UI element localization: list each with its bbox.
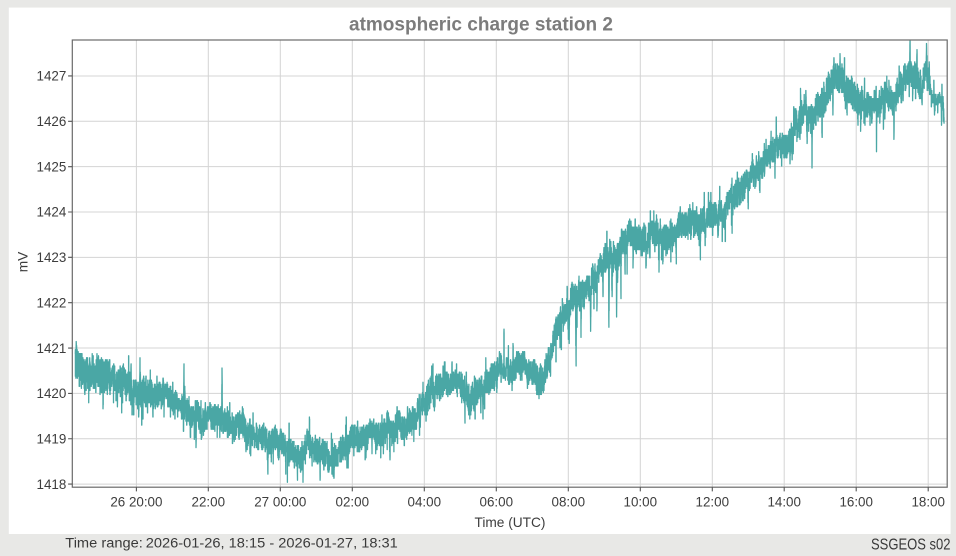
svg-text:18:00: 18:00	[911, 495, 945, 510]
svg-text:1427: 1427	[37, 69, 67, 84]
svg-text:22:00: 22:00	[192, 495, 226, 510]
svg-text:02:00: 02:00	[336, 495, 370, 510]
svg-text:27 00:00: 27 00:00	[254, 495, 306, 510]
svg-text:SSGEOS s02: SSGEOS s02	[871, 536, 951, 553]
svg-text:06:00: 06:00	[480, 495, 514, 510]
svg-text:1421: 1421	[37, 341, 67, 356]
svg-text:16:00: 16:00	[839, 495, 873, 510]
svg-text:1425: 1425	[37, 159, 67, 174]
svg-text:1420: 1420	[37, 386, 67, 401]
svg-text:atmospheric charge station 2: atmospheric charge station 2	[349, 15, 613, 36]
svg-text:1418: 1418	[37, 477, 67, 492]
svg-text:08:00: 08:00	[552, 495, 586, 510]
svg-text:14:00: 14:00	[767, 495, 801, 510]
svg-text:12:00: 12:00	[696, 495, 730, 510]
svg-text:1419: 1419	[37, 431, 67, 446]
svg-text:Time range: 2026-01-26, 18:15: Time range: 2026-01-26, 18:15 - 2026-01-…	[65, 535, 398, 551]
svg-text:10:00: 10:00	[624, 495, 658, 510]
svg-text:Time (UTC): Time (UTC)	[475, 515, 546, 530]
svg-text:26 20:00: 26 20:00	[110, 495, 162, 510]
svg-text:mV: mV	[16, 251, 31, 272]
svg-text:1426: 1426	[37, 114, 67, 129]
svg-text:1423: 1423	[37, 250, 67, 265]
svg-text:04:00: 04:00	[408, 495, 442, 510]
svg-text:1424: 1424	[37, 205, 67, 220]
svg-text:1422: 1422	[37, 295, 67, 310]
